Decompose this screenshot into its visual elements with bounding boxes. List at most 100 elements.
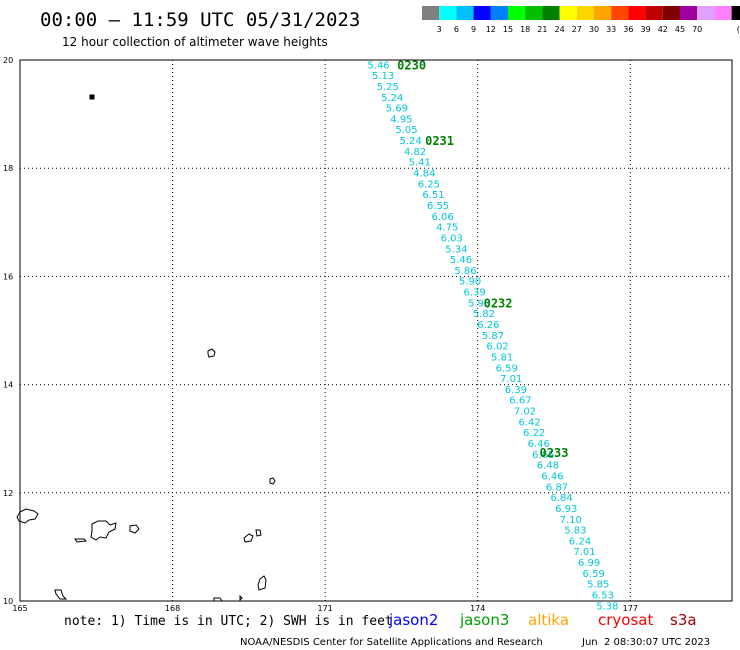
swh-value: 5.05 bbox=[395, 125, 417, 136]
swh-value: 6.65 bbox=[532, 450, 554, 461]
swh-value: 5.41 bbox=[409, 158, 431, 169]
swh-value: 6.26 bbox=[477, 320, 499, 331]
swh-value: 6.84 bbox=[550, 493, 572, 504]
swh-value: 4.75 bbox=[436, 223, 458, 234]
legend-swatch bbox=[645, 6, 663, 20]
island-outline bbox=[239, 594, 243, 602]
swh-value: 6.06 bbox=[431, 212, 453, 223]
swh-value: 6.25 bbox=[418, 179, 440, 190]
legend-swatch bbox=[422, 6, 440, 20]
x-tick-label: 165 bbox=[12, 604, 27, 613]
y-tick-label: 12 bbox=[3, 489, 13, 498]
time-label: 0230 bbox=[397, 58, 426, 72]
swh-value: 7.02 bbox=[514, 407, 536, 418]
legend-label: 70 bbox=[692, 25, 702, 34]
y-tick-label: 20 bbox=[3, 56, 13, 65]
legend-label: 33 bbox=[606, 25, 616, 34]
legend-label: 15 bbox=[503, 25, 513, 34]
y-tick-label: 18 bbox=[3, 164, 13, 173]
island-outline bbox=[54, 589, 68, 600]
swh-value: 6.39 bbox=[464, 288, 486, 299]
legend-swatch bbox=[662, 6, 680, 20]
island-outline bbox=[269, 477, 276, 485]
satellite-name: s3a bbox=[670, 611, 697, 629]
x-tick-label: 171 bbox=[318, 604, 333, 613]
swh-value: 5.46 bbox=[367, 60, 389, 71]
swh-value: 7.01 bbox=[500, 374, 522, 385]
map-border bbox=[19, 59, 733, 602]
swh-value: 5.86 bbox=[454, 266, 476, 277]
legend-label: 24 bbox=[555, 25, 565, 34]
legend-swatch bbox=[731, 6, 740, 20]
axis-labels: 165 168 171 174 177 10 12 14 16 18 20 bbox=[3, 56, 638, 613]
footer-note: note: 1) Time is in UTC; 2) SWH is in fe… bbox=[64, 614, 393, 629]
legend-swatch bbox=[508, 6, 526, 20]
swh-value: 5.95 bbox=[468, 298, 490, 309]
satellite-name: jason3 bbox=[459, 611, 509, 629]
swh-value: 7.01 bbox=[573, 547, 595, 558]
swh-value: 6.55 bbox=[427, 201, 449, 212]
y-tick-label: 14 bbox=[3, 381, 13, 390]
island-outline bbox=[16, 508, 39, 524]
map-area: 5.465.135.255.245.694.955.055.244.825.41… bbox=[3, 56, 733, 613]
swh-value: 6.99 bbox=[578, 558, 600, 569]
satellite-track: 5.465.135.255.245.694.955.055.244.825.41… bbox=[367, 60, 618, 612]
x-tick-label: 177 bbox=[623, 604, 638, 613]
footer-credit: NOAA/NESDIS Center for Satellite Applica… bbox=[240, 637, 543, 648]
swh-value: 6.39 bbox=[505, 385, 527, 396]
island-outline bbox=[243, 533, 254, 543]
legend-label: 27 bbox=[572, 25, 582, 34]
swh-value: 5.24 bbox=[381, 93, 403, 104]
swh-value: 7.10 bbox=[560, 515, 582, 526]
legend-label: 42 bbox=[658, 25, 668, 34]
swh-value: 6.24 bbox=[569, 536, 591, 547]
swh-value: 6.22 bbox=[523, 428, 545, 439]
legend-swatch bbox=[680, 6, 698, 20]
swh-value: 5.24 bbox=[399, 136, 421, 147]
swh-value: 5.87 bbox=[482, 331, 504, 342]
legend-label: 21 bbox=[537, 25, 547, 34]
legend-swatch bbox=[525, 6, 543, 20]
swh-value: 5.69 bbox=[386, 104, 408, 115]
legend-label: 36 bbox=[623, 25, 633, 34]
legend-swatch bbox=[542, 6, 560, 20]
legend-label: 9 bbox=[471, 25, 476, 34]
island-outline bbox=[207, 348, 216, 358]
legend-swatch bbox=[628, 6, 646, 20]
legend-label: 3 bbox=[437, 25, 442, 34]
y-tick-label: 16 bbox=[3, 272, 13, 281]
chart-subtitle: 12 hour collection of altimeter wave hei… bbox=[62, 35, 328, 49]
legend-label: 45 bbox=[675, 25, 685, 34]
swh-value: 6.02 bbox=[486, 342, 508, 353]
legend-label: 6 bbox=[454, 25, 459, 34]
land-outlines bbox=[16, 94, 276, 602]
swh-value: 6.67 bbox=[509, 396, 531, 407]
satellite-legend: jason2 jason3 altika cryosat s3a bbox=[388, 611, 697, 629]
island-outline bbox=[89, 94, 95, 100]
legend-swatch bbox=[490, 6, 508, 20]
time-label: 0231 bbox=[425, 134, 454, 148]
swh-value: 4.84 bbox=[413, 169, 435, 180]
satellite-name: jason2 bbox=[388, 611, 438, 629]
swh-value: 5.46 bbox=[450, 255, 472, 266]
x-tick-label: 168 bbox=[165, 604, 180, 613]
legend-unit: (ft) bbox=[737, 25, 740, 34]
swh-value: 5.38 bbox=[596, 601, 618, 612]
legend-swatch bbox=[473, 6, 491, 20]
swh-value: 6.42 bbox=[518, 417, 540, 428]
grid bbox=[19, 59, 732, 602]
swh-value: 4.82 bbox=[404, 147, 426, 158]
time-labels: 0230 0231 0232 0233 bbox=[397, 58, 568, 460]
swh-value: 6.03 bbox=[441, 233, 463, 244]
island-outline bbox=[129, 524, 140, 534]
swh-value: 5.13 bbox=[372, 71, 394, 82]
time-label: 0232 bbox=[484, 296, 513, 310]
legend-label: 18 bbox=[520, 25, 530, 34]
satellite-name: cryosat bbox=[598, 611, 653, 629]
legend-swatch bbox=[594, 6, 612, 20]
legend-swatch bbox=[714, 6, 732, 20]
legend-label: 30 bbox=[589, 25, 599, 34]
satellite-name: altika bbox=[528, 611, 569, 629]
